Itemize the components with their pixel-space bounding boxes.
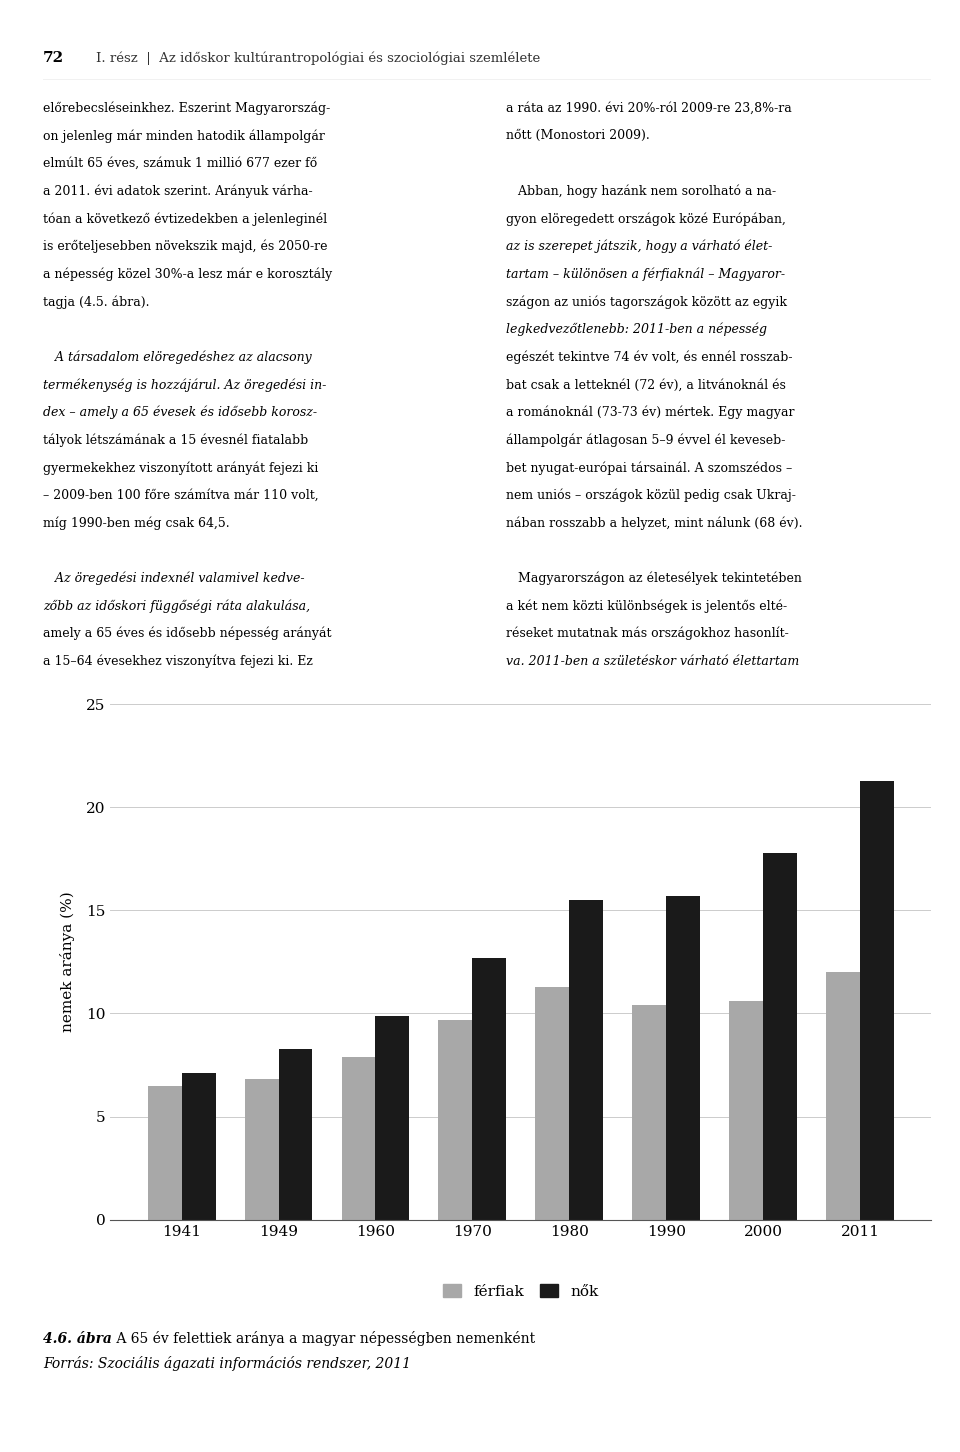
Bar: [342, 1057, 375, 1220]
Text: termékenység is hozzájárul. Az öregedési in-: termékenység is hozzájárul. Az öregedési…: [43, 378, 326, 392]
Bar: [181, 1073, 216, 1220]
Bar: [278, 1048, 312, 1220]
Text: legkedvezőtlenebb: 2011-ben a népesség: legkedvezőtlenebb: 2011-ben a népesség: [507, 322, 767, 337]
Text: va. 2011-ben a születéskor várható élettartam: va. 2011-ben a születéskor várható élett…: [507, 655, 800, 668]
Text: a népesség közel 30%-a lesz már e korosztály: a népesség közel 30%-a lesz már e korosz…: [43, 267, 332, 280]
Bar: [439, 1019, 472, 1220]
Text: Abban, hogy hazánk nem sorolható a na-: Abban, hogy hazánk nem sorolható a na-: [507, 184, 777, 197]
Text: – 2009-ben 100 főre számítva már 110 volt,: – 2009-ben 100 főre számítva már 110 vol…: [43, 489, 319, 502]
Text: a két nem közti különbségek is jelentős elté-: a két nem közti különbségek is jelentős …: [507, 600, 787, 613]
Text: bat csak a letteknél (72 év), a litvánoknál és: bat csak a letteknél (72 év), a litvánok…: [507, 379, 786, 391]
Text: Magyarországon az életesélyek tekintetében: Magyarországon az életesélyek tekintetéb…: [507, 572, 803, 585]
Text: gyermekekhez viszonyított arányát fejezi ki: gyermekekhez viszonyított arányát fejezi…: [43, 460, 319, 475]
Text: nem uniós – országok közül pedig csak Ukraj-: nem uniós – országok közül pedig csak Uk…: [507, 489, 796, 502]
Text: I. rész  |  Az időskor kultúrantropológiai és szociológiai szemlélete: I. rész | Az időskor kultúrantropológiai…: [96, 51, 540, 65]
Text: 4.6. ábra: 4.6. ábra: [43, 1331, 112, 1346]
Text: réseket mutatnak más országokhoz hasonlít-: réseket mutatnak más országokhoz hasonlí…: [507, 627, 789, 640]
Text: zőbb az időskori függőségi ráta alakulása,: zőbb az időskori függőségi ráta alakulás…: [43, 600, 310, 613]
Text: is erőteljesebben növekszik majd, és 2050-re: is erőteljesebben növekszik majd, és 205…: [43, 240, 327, 253]
Bar: [472, 958, 506, 1220]
Text: míg 1990-ben még csak 64,5.: míg 1990-ben még csak 64,5.: [43, 517, 229, 530]
Text: Forrás: Szociális ágazati információs rendszer, 2011: Forrás: Szociális ágazati információs re…: [43, 1356, 411, 1371]
Text: tóan a következő évtizedekben a jelenleginél: tóan a következő évtizedekben a jelenleg…: [43, 212, 327, 225]
Bar: [375, 1015, 409, 1220]
Text: tályok létszámának a 15 évesnél fiatalabb: tályok létszámának a 15 évesnél fiatalab…: [43, 433, 308, 447]
Text: gyon elöregedett országok közé Európában,: gyon elöregedett országok közé Európában…: [507, 212, 786, 225]
Text: nőtt (Monostori 2009).: nőtt (Monostori 2009).: [507, 129, 650, 142]
Text: Az öregedési indexnél valamivel kedve-: Az öregedési indexnél valamivel kedve-: [43, 572, 305, 585]
Text: a ráta az 1990. évi 20%-ról 2009-re 23,8%-ra: a ráta az 1990. évi 20%-ról 2009-re 23,8…: [507, 102, 792, 115]
Text: on jelenleg már minden hatodik állampolgár: on jelenleg már minden hatodik állampolg…: [43, 129, 325, 142]
Bar: [245, 1079, 278, 1220]
Bar: [569, 900, 603, 1220]
Text: a 15–64 évesekhez viszonyítva fejezi ki. Ez: a 15–64 évesekhez viszonyítva fejezi ki.…: [43, 655, 313, 668]
Text: A társadalom elöregedéshez az alacsony: A társadalom elöregedéshez az alacsony: [43, 350, 312, 364]
Text: állampolgár átlagosan 5–9 évvel él keveseb-: állampolgár átlagosan 5–9 évvel él keves…: [507, 433, 786, 447]
Text: amely a 65 éves és idősebb népesség arányát: amely a 65 éves és idősebb népesség arán…: [43, 627, 332, 640]
Text: szágon az uniós tagországok között az egyik: szágon az uniós tagországok között az eg…: [507, 295, 787, 309]
Text: nában rosszabb a helyzet, mint nálunk (68 év).: nában rosszabb a helyzet, mint nálunk (6…: [507, 517, 803, 530]
Text: előrebecsléseinkhez. Eszerint Magyarország-: előrebecsléseinkhez. Eszerint Magyarorsz…: [43, 102, 330, 115]
Text: elmúlt 65 éves, számuk 1 millió 677 ezer fő: elmúlt 65 éves, számuk 1 millió 677 ezer…: [43, 157, 318, 170]
Text: dex – amely a 65 évesek és idősebb korosz-: dex – amely a 65 évesek és idősebb koros…: [43, 405, 318, 420]
Y-axis label: nemek aránya (%): nemek aránya (%): [60, 892, 75, 1032]
Bar: [860, 781, 894, 1220]
Text: a 2011. évi adatok szerint. Arányuk várha-: a 2011. évi adatok szerint. Arányuk várh…: [43, 184, 313, 197]
Text: A 65 év felettiek aránya a magyar népességben nemenként: A 65 év felettiek aránya a magyar népess…: [112, 1331, 536, 1346]
Legend: férfiak, nők: férfiak, nők: [437, 1278, 605, 1305]
Text: egészét tekintve 74 év volt, és ennél rosszab-: egészét tekintve 74 év volt, és ennél ro…: [507, 350, 793, 364]
Bar: [536, 987, 569, 1220]
Bar: [633, 1005, 666, 1220]
Text: 72: 72: [43, 51, 64, 65]
Bar: [148, 1086, 181, 1220]
Text: bet nyugat-európai társainál. A szomszédos –: bet nyugat-európai társainál. A szomszéd…: [507, 460, 793, 475]
Bar: [763, 852, 797, 1220]
Bar: [730, 1000, 763, 1220]
Text: a románoknál (73-73 év) mértek. Egy magyar: a románoknál (73-73 év) mértek. Egy magy…: [507, 405, 795, 420]
Text: az is szerepet játszik, hogy a várható élet-: az is szerepet játszik, hogy a várható é…: [507, 240, 773, 253]
Text: tagja (4.5. ábra).: tagja (4.5. ábra).: [43, 295, 150, 309]
Bar: [826, 973, 860, 1220]
Text: tartam – különösen a férfiaknál – Magyaror-: tartam – különösen a férfiaknál – Magyar…: [507, 267, 785, 280]
Bar: [666, 896, 700, 1220]
